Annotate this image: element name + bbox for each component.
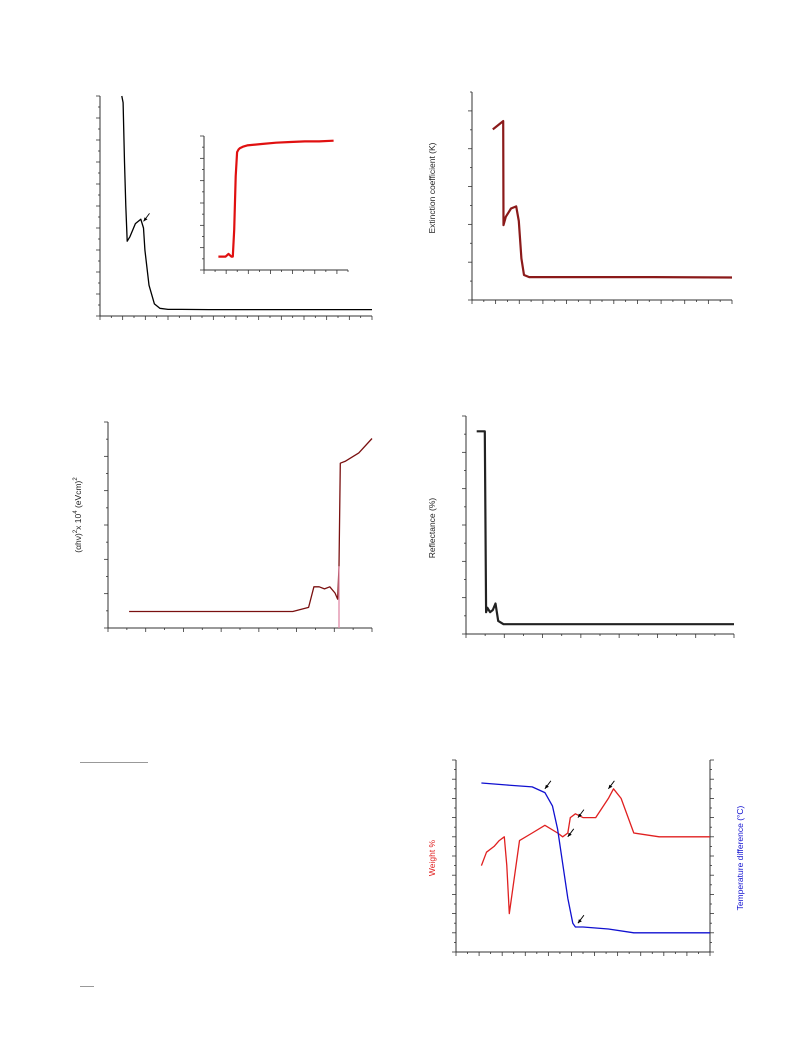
series-line-1	[481, 782, 710, 934]
thermal-ylabel-left: Weight %	[427, 839, 437, 877]
tauc-plot	[104, 421, 373, 632]
series-line-0	[480, 788, 710, 915]
annotation-arrowhead-3	[608, 784, 613, 789]
thermal-plot	[452, 759, 714, 956]
reflectance-ylabel: Reflectance (%)	[427, 497, 437, 559]
decorative-rule	[80, 986, 94, 987]
extinction-plot	[468, 91, 733, 304]
extinction-ylabel: Extinction coefficient (K)	[427, 142, 437, 234]
absorbance-plot	[96, 95, 373, 320]
absorbance-inset-chart	[198, 130, 358, 280]
annotation-arrowhead-4	[577, 919, 582, 924]
series-line-0	[476, 430, 734, 626]
thermal-ylabel-right: Temperature difference (°C)	[735, 805, 745, 911]
series-line-0	[218, 139, 334, 258]
decorative-rule	[80, 762, 148, 763]
thermal-chart	[448, 756, 722, 962]
absorbance-chart	[86, 86, 382, 326]
series-line-0	[492, 120, 733, 279]
annotation-arrowhead-2	[577, 813, 582, 818]
annotation-arrowhead-0	[544, 784, 549, 789]
series-line-0	[129, 438, 373, 613]
reflectance-chart	[458, 408, 738, 644]
annotation-arrowhead-1	[567, 832, 572, 837]
absorbance-inset-plot	[200, 135, 349, 274]
series-line-0	[121, 95, 372, 311]
tauc-ylabel: (αhν)2x 104 (eVcm)2	[73, 477, 83, 553]
annotation-arrowhead-0	[143, 217, 148, 222]
reflectance-plot	[462, 415, 735, 638]
extinction-chart	[462, 86, 738, 312]
tauc-chart	[100, 408, 376, 638]
